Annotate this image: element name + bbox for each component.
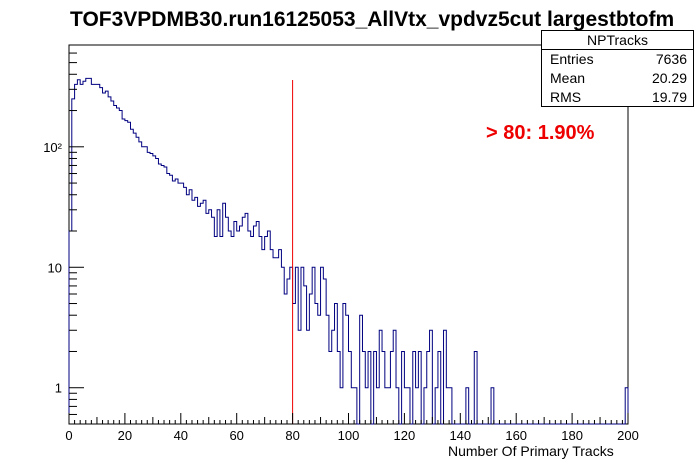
y-tick-label: 10 (48, 260, 62, 275)
x-tick-label: 60 (229, 428, 243, 443)
x-tick-label: 20 (118, 428, 132, 443)
x-tick-label: 120 (394, 428, 416, 443)
y-tick-label: 1 (55, 381, 62, 396)
y-tick-label: 10² (43, 140, 62, 155)
x-tick-label: 140 (449, 428, 471, 443)
x-tick-label: 40 (174, 428, 188, 443)
stats-entries-label: Entries (550, 51, 594, 67)
stats-rms-row: RMS 19.79 (542, 88, 693, 107)
stats-entries-value: 7636 (655, 51, 687, 67)
stats-mean-label: Mean (550, 70, 586, 86)
stats-mean-value: 20.29 (651, 70, 687, 86)
x-axis-title: Number Of Primary Tracks (448, 443, 614, 459)
stats-rms-value: 19.79 (651, 89, 687, 105)
x-tick-label: 100 (338, 428, 360, 443)
cut-annotation: > 80: 1.90% (486, 122, 595, 144)
chart-title: TOF3VPDMB30.run16125053_AllVtx_vpdvz5cut… (70, 8, 675, 31)
x-tick-label: 0 (65, 428, 72, 443)
stats-box: NPTracks Entries 7636 Mean 20.29 RMS 19.… (541, 30, 694, 107)
stats-entries-row: Entries 7636 (542, 50, 693, 69)
x-axis: 0 20 40 60 80 100 120 140 160 180 200 (65, 413, 639, 443)
x-tick-label: 80 (285, 428, 299, 443)
stats-rms-label: RMS (550, 89, 582, 105)
x-tick-label: 200 (617, 428, 639, 443)
x-tick-label: 180 (561, 428, 583, 443)
x-tick-label: 160 (505, 428, 527, 443)
y-axis: 1 10 10² (43, 44, 84, 425)
stats-mean-row: Mean 20.29 (542, 69, 693, 88)
stats-name: NPTracks (542, 31, 693, 50)
